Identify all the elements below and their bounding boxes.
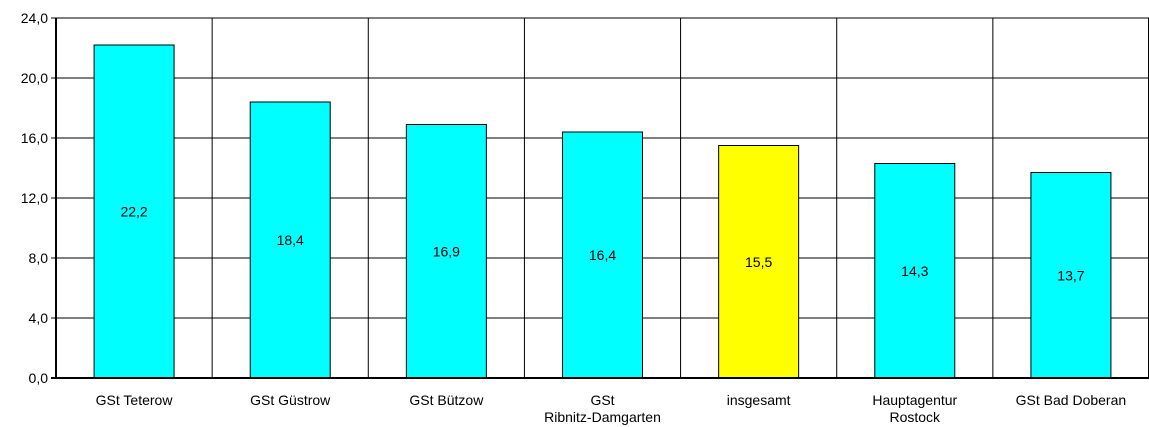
y-tick-labels: 0,0 4,0 8,0 12,0 16,0 20,0 24,0	[21, 10, 48, 386]
data-label: 13,7	[1057, 267, 1084, 283]
bar	[249, 101, 331, 379]
bar	[562, 131, 643, 379]
y-tick-label: 8,0	[29, 250, 49, 266]
data-label: 14,3	[901, 263, 928, 279]
bar	[874, 163, 956, 379]
bar	[718, 145, 800, 379]
data-label: 15,5	[745, 254, 772, 270]
bar	[93, 44, 175, 379]
data-label: 16,9	[433, 243, 460, 259]
y-tick-label: 4,0	[29, 310, 49, 326]
bar	[1030, 172, 1112, 379]
y-tick-label: 24,0	[21, 10, 48, 26]
bars	[93, 44, 1112, 379]
x-category-label: GSt Teterow	[96, 392, 174, 408]
data-label: 22,2	[120, 204, 147, 220]
x-category-label: GSt Ribnitz-Damgarten	[544, 392, 661, 425]
bar	[405, 124, 487, 379]
y-tick-label: 12,0	[21, 190, 48, 206]
data-labels: 22,2 18,4 16,9 16,4 15,5 14,3 13,7	[120, 204, 1084, 284]
data-label: 16,4	[589, 247, 616, 263]
x-category-labels: GSt Teterow GSt Güstrow GSt Bützow GSt Ribni…	[96, 392, 1127, 425]
y-tick-label: 20,0	[21, 70, 48, 86]
x-category-label: GSt Güstrow	[250, 392, 331, 408]
x-category-label: GSt Bützow	[409, 392, 484, 408]
y-tick-label: 16,0	[21, 130, 48, 146]
x-category-label: insgesamt	[727, 392, 791, 408]
y-tick-label: 0,0	[29, 370, 49, 386]
x-category-label: Hauptagentur Rostock	[872, 392, 957, 425]
x-category-label: GSt Bad Doberan	[1016, 392, 1127, 408]
data-label: 18,4	[277, 232, 304, 248]
axes	[51, 17, 1149, 379]
